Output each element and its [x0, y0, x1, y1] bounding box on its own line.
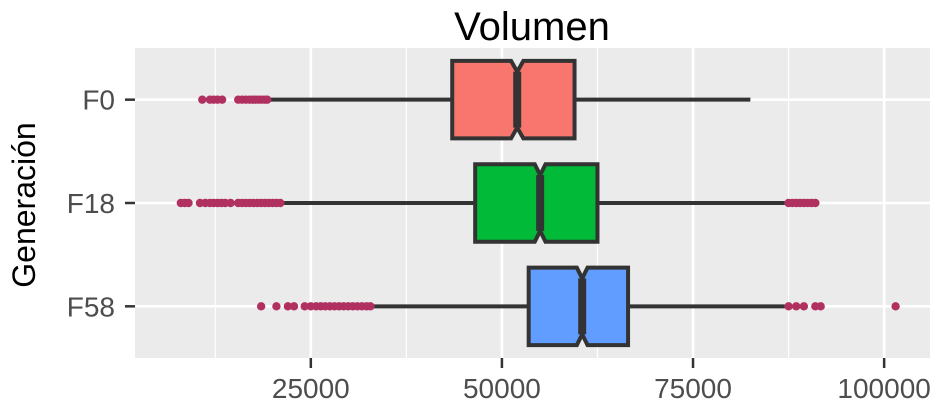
chart-title: Volumen	[454, 5, 610, 49]
y-axis: F0 F18 F58	[67, 85, 135, 322]
y-axis-label: Generación	[6, 122, 42, 287]
outlier-point	[276, 198, 285, 208]
outlier-point	[256, 302, 266, 311]
outlier-point	[263, 95, 272, 104]
outlier-point	[811, 198, 820, 208]
outlier-point	[184, 198, 193, 208]
x-tick-label: 50000	[463, 373, 541, 404]
outlier-point	[792, 302, 801, 311]
outlier-point	[891, 302, 900, 311]
y-tick-label: F0	[82, 85, 115, 116]
y-tick-label: F58	[67, 291, 115, 322]
boxes-group	[176, 58, 900, 348]
x-axis: 25000 50000 75000 100000	[272, 358, 931, 404]
outlier-point	[283, 302, 293, 311]
outlier-point	[289, 302, 299, 311]
y-tick-label: F18	[67, 188, 115, 219]
x-tick-label: 75000	[654, 373, 732, 404]
outlier-point	[816, 302, 825, 311]
x-tick-label: 25000	[272, 373, 350, 404]
outlier-point	[799, 302, 809, 311]
outlier-point	[217, 95, 227, 104]
outlier-point	[272, 302, 281, 311]
outlier-point	[366, 302, 375, 311]
outlier-point	[784, 302, 793, 311]
x-tick-label: 100000	[837, 373, 930, 404]
outlier-point	[198, 95, 207, 104]
outlier-point	[226, 198, 235, 208]
outlier-point	[300, 302, 309, 311]
